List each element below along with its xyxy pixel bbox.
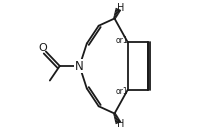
Text: H: H xyxy=(117,119,125,129)
Text: H: H xyxy=(117,3,125,13)
Text: or1: or1 xyxy=(115,36,128,45)
Text: or1: or1 xyxy=(115,87,128,96)
Text: N: N xyxy=(75,60,84,72)
Text: O: O xyxy=(39,43,48,53)
